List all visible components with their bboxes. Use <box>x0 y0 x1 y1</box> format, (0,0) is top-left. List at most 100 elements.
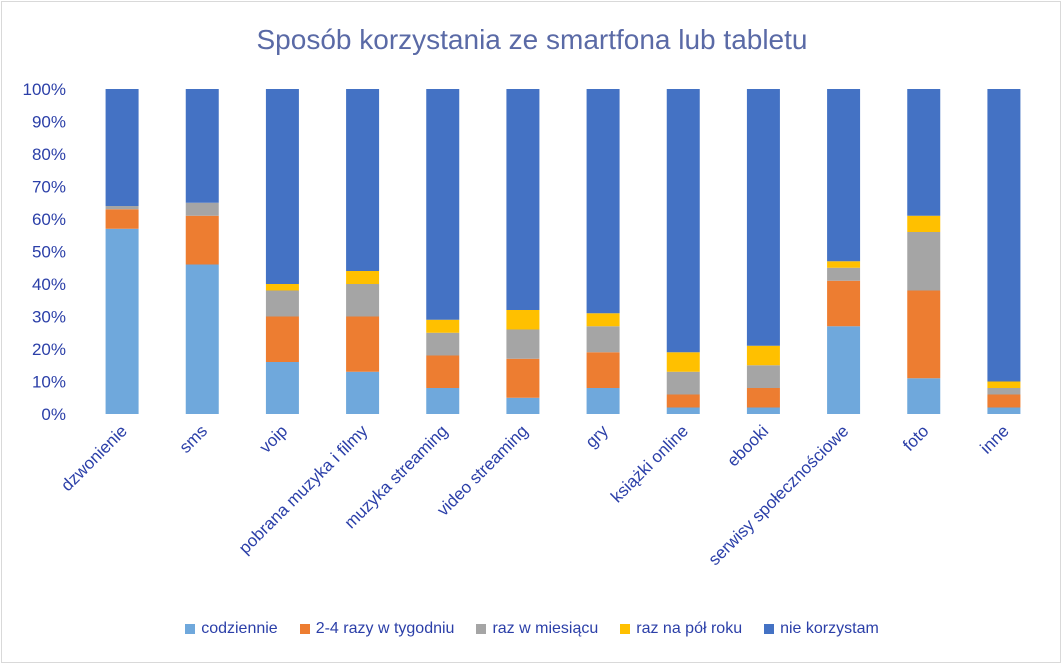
bar-segment <box>827 280 861 327</box>
x-tick-label: ebooki <box>723 421 772 470</box>
y-axis: 0% 10% 20% 30% 40% 50% 60% 70% 80% 90% 100% <box>23 80 66 424</box>
legend-label: codziennie <box>201 620 278 637</box>
bar-segment <box>907 89 941 216</box>
legend-swatch <box>476 624 487 634</box>
legend-item: raz na pół roku <box>620 620 742 638</box>
legend-item: raz w miesiącu <box>476 620 598 638</box>
legend-item: codziennie <box>185 620 278 638</box>
x-tick-label: pobrana muzyka i filmy <box>235 421 372 558</box>
y-tick-label: 10% <box>32 373 66 392</box>
x-tick-label: sms <box>176 421 211 456</box>
bar-segment <box>506 310 540 330</box>
legend-label: 2-4 razy w tygodniu <box>315 620 455 637</box>
x-tick-label: foto <box>899 421 932 454</box>
bar-segment <box>746 388 780 408</box>
bar-segment <box>666 89 700 353</box>
bar-segment <box>506 329 540 359</box>
bar-segment <box>746 407 780 414</box>
x-tick-label: serwisy społecznościowe <box>705 421 853 569</box>
y-tick-label: 30% <box>32 308 66 327</box>
bar-segment <box>987 407 1021 414</box>
bar-segment <box>666 394 700 408</box>
bar-segment <box>426 89 460 320</box>
legend-swatch <box>620 624 631 634</box>
x-tick-label: inne <box>977 421 1013 457</box>
y-tick-label: 0% <box>41 405 66 424</box>
legend-label: raz na pół roku <box>636 620 743 637</box>
bar-segment <box>746 345 780 366</box>
bar-segment <box>506 397 540 414</box>
y-tick-label: 100% <box>23 80 66 99</box>
bar-segment <box>586 326 620 353</box>
legend-item: 2-4 razy w tygodniu <box>299 620 455 638</box>
bar-segment <box>265 284 299 291</box>
x-tick-label: dzwonienie <box>57 421 131 495</box>
bar-segment <box>346 271 380 284</box>
bar-segment <box>666 407 700 414</box>
x-tick-label: książki online <box>607 421 692 506</box>
bar-segment <box>827 89 861 262</box>
y-tick-label: 80% <box>32 145 66 164</box>
bar-segment <box>907 215 941 232</box>
bar-segment <box>987 394 1021 408</box>
bar-segment <box>346 284 380 317</box>
x-tick-label: voip <box>256 421 291 456</box>
y-tick-label: 50% <box>32 243 66 262</box>
bar-segment <box>185 215 219 265</box>
bar-segment <box>907 232 941 291</box>
y-tick-label: 40% <box>32 275 66 294</box>
legend-label: nie korzystam <box>780 620 879 637</box>
bar-segment <box>105 209 139 229</box>
bar-segment <box>426 388 460 414</box>
chart-title: Sposób korzystania ze smartfona lub tabl… <box>256 24 808 55</box>
bar-segment <box>426 355 460 388</box>
x-tick-label: gry <box>582 421 612 451</box>
bar-segment <box>506 358 540 398</box>
legend: codziennie 2-4 razy w tygodniu raz w miesi… <box>0 620 1064 638</box>
y-tick-label: 70% <box>32 178 66 197</box>
bar-segment <box>426 319 460 333</box>
bars-group <box>105 89 1021 414</box>
bar-segment <box>105 89 139 206</box>
y-tick-label: 60% <box>32 210 66 229</box>
bar-segment <box>827 267 861 281</box>
bar-segment <box>827 326 861 414</box>
bar-segment <box>105 206 139 210</box>
legend-label: raz w miesiącu <box>492 620 599 637</box>
bar-segment <box>346 316 380 372</box>
bar-segment <box>265 89 299 284</box>
y-tick-label: 90% <box>32 113 66 132</box>
bar-segment <box>265 290 299 317</box>
legend-item: nie korzystam <box>764 620 879 638</box>
bar-segment <box>827 261 861 268</box>
bar-segment <box>586 352 620 388</box>
bar-segment <box>346 89 380 271</box>
bar-segment <box>666 371 700 395</box>
bar-segment <box>185 264 219 414</box>
bar-segment <box>666 352 700 372</box>
bar-segment <box>426 332 460 356</box>
bar-segment <box>907 290 941 379</box>
bar-segment <box>586 388 620 414</box>
bar-segment <box>907 378 941 414</box>
bar-segment <box>586 89 620 314</box>
bar-segment <box>265 316 299 362</box>
bar-segment <box>346 371 380 414</box>
bar-segment <box>265 362 299 414</box>
bar-segment <box>987 381 1021 388</box>
bar-segment <box>506 89 540 310</box>
bar-segment <box>746 89 780 346</box>
bar-segment <box>185 202 219 216</box>
legend-swatch <box>185 624 196 634</box>
bar-segment <box>185 89 219 203</box>
bar-segment <box>105 228 139 414</box>
bar-segment <box>746 365 780 388</box>
bar-segment <box>987 89 1021 382</box>
legend-swatch <box>764 624 775 634</box>
bar-segment <box>987 388 1021 395</box>
y-tick-label: 20% <box>32 340 66 359</box>
legend-swatch <box>299 624 310 634</box>
bar-segment <box>586 313 620 327</box>
